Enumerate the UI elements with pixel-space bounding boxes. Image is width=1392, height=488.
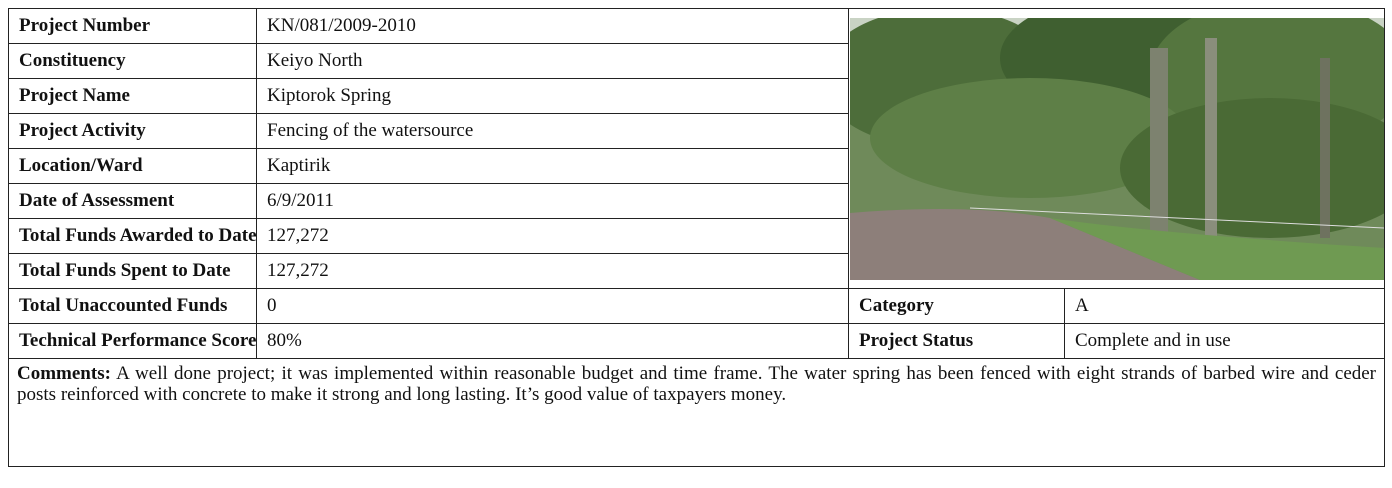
label-cell: Project Status	[848, 323, 1065, 359]
label-cell: Total Funds Awarded to Date	[8, 218, 257, 254]
row: Technical Performance Score 80% Project St…	[8, 323, 1385, 359]
photo-cell	[848, 8, 1385, 289]
value-cell: Kaptirik	[256, 148, 849, 184]
value-cell: Keiyo North	[256, 43, 849, 79]
comments-cell: Comments: A well done project; it was im…	[8, 358, 1385, 467]
row: Total Funds Spent to Date 127,272	[8, 253, 1385, 289]
comments-row: Comments: A well done project; it was im…	[8, 358, 1385, 467]
value-cell: 6/9/2011	[256, 183, 849, 219]
value-cell: 0	[256, 288, 849, 324]
label-cell: Project Activity	[8, 113, 257, 149]
row: Project Number KN/081/2009-2010	[8, 8, 1385, 289]
value-cell: Kiptorok Spring	[256, 78, 849, 114]
label-cell: Project Name	[8, 78, 257, 114]
value-cell: 127,272	[256, 253, 849, 289]
row: Total Unaccounted Funds 0 Category A	[8, 288, 1385, 324]
row: Project Name Kiptorok Spring	[8, 78, 1385, 114]
label-cell: Location/Ward	[8, 148, 257, 184]
row: Project Activity Fencing of the watersour…	[8, 113, 1385, 149]
row: Constituency Keiyo North	[8, 43, 1385, 79]
comments-label: Comments:	[17, 363, 111, 384]
value-cell: KN/081/2009-2010	[256, 8, 849, 44]
label-cell: Constituency	[8, 43, 257, 79]
label-cell: Technical Performance Score	[8, 323, 257, 359]
label-cell: Total Funds Spent to Date	[8, 253, 257, 289]
label-cell: Project Number	[8, 8, 257, 44]
row: Total Funds Awarded to Date 127,272	[8, 218, 1385, 254]
label-cell: Total Unaccounted Funds	[8, 288, 257, 324]
value-cell: A	[1064, 288, 1385, 324]
value-cell: 127,272	[256, 218, 849, 254]
label-cell: Category	[848, 288, 1065, 324]
row: Location/Ward Kaptirik	[8, 148, 1385, 184]
project-photo	[849, 17, 1384, 280]
value-cell: Fencing of the watersource	[256, 113, 849, 149]
value-cell: 80%	[256, 323, 849, 359]
label-cell: Date of Assessment	[8, 183, 257, 219]
value-cell: Complete and in use	[1064, 323, 1385, 359]
table-body: Project Number KN/081/2009-2010	[8, 8, 1385, 467]
comments-text: A well done project; it was implemented …	[17, 363, 1377, 405]
project-table: Project Number KN/081/2009-2010	[8, 8, 1385, 467]
